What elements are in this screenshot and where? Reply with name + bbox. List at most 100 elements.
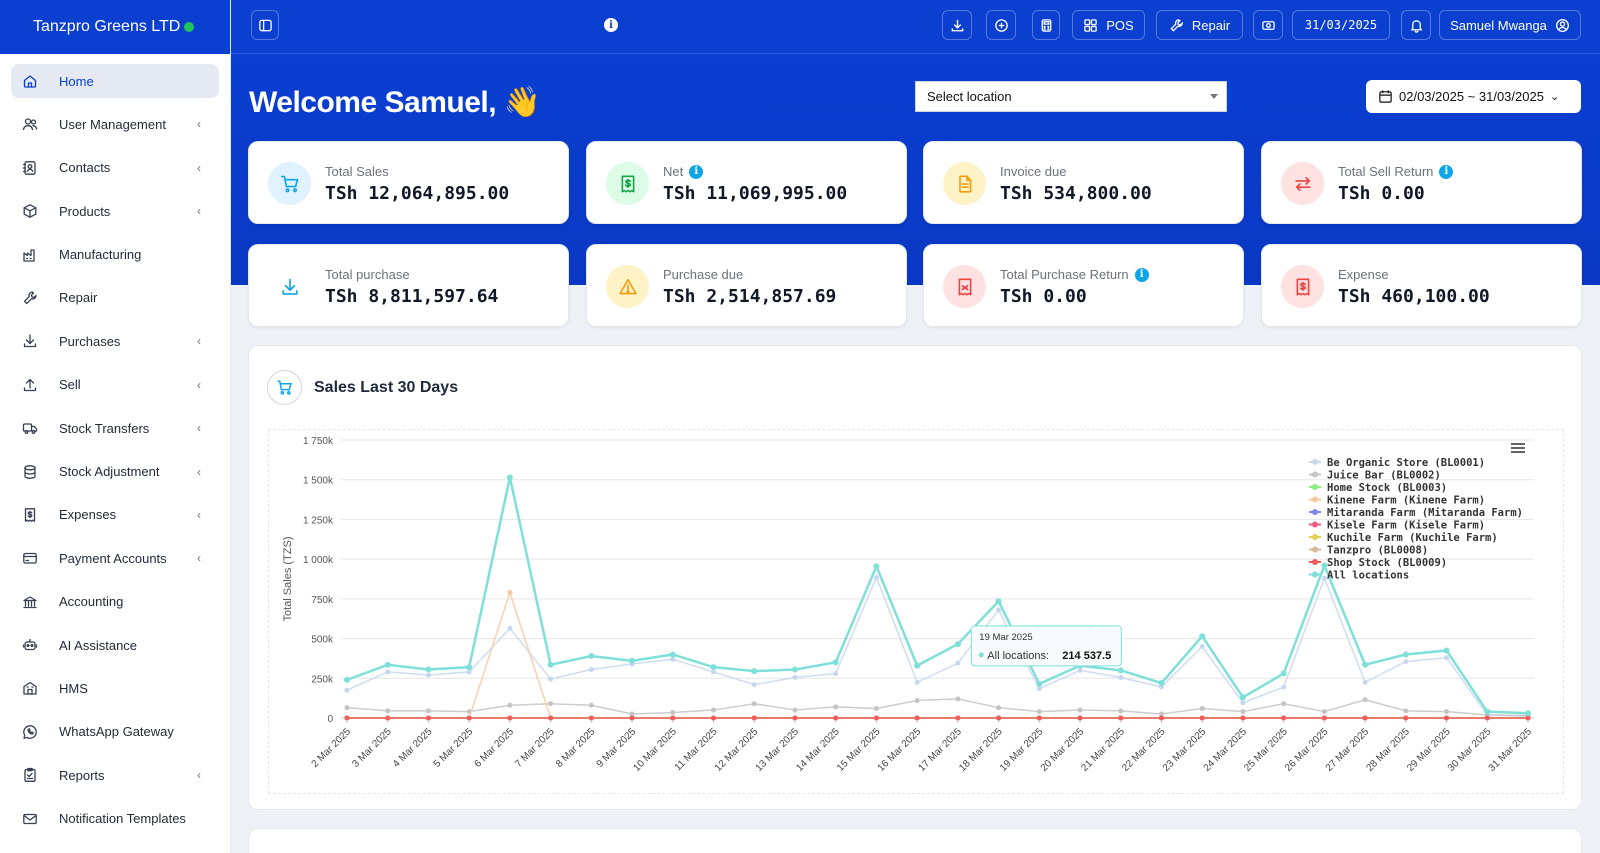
cash-register-button[interactable]	[1253, 10, 1283, 40]
add-button[interactable]	[986, 10, 1016, 40]
download-button[interactable]	[942, 10, 972, 40]
data-point	[548, 715, 554, 721]
bell-icon	[1410, 19, 1422, 33]
stat-card-total-purchase-return: Total Purchase Return i TSh 0.00	[923, 244, 1244, 327]
data-point	[1118, 715, 1124, 721]
legend-marker	[1312, 559, 1318, 565]
date-display[interactable]: 31/03/2025	[1292, 10, 1390, 40]
repair-button[interactable]: Repair	[1156, 10, 1243, 40]
money-receipt-icon	[1281, 265, 1324, 308]
stat-value: TSh 2,514,857.69	[663, 286, 837, 307]
sidebar-item-contacts[interactable]: Contacts ‹	[11, 151, 219, 185]
data-point	[1525, 710, 1531, 717]
data-point	[384, 661, 391, 668]
stat-label-row: Total Purchase Return i	[1000, 267, 1149, 282]
dropdown-arrow-icon	[1210, 94, 1218, 99]
sidebar-item-home[interactable]: Home	[11, 64, 219, 98]
sidebar-item-notification-templates[interactable]: Notification Templates	[11, 802, 219, 836]
legend-entry: Kuchile Farm (Kuchile Farm)	[1327, 532, 1498, 544]
legend-entry: Juice Bar (BL0002)	[1327, 470, 1441, 482]
chevron-left-icon: ‹	[197, 768, 201, 783]
sidebar-item-expenses[interactable]: Expenses ‹	[11, 498, 219, 532]
stat-value: TSh 8,811,597.64	[325, 286, 499, 307]
sidebar-toggle-button[interactable]	[251, 10, 279, 40]
stat-label: Purchase due	[663, 267, 744, 282]
data-point	[751, 682, 757, 688]
stat-value: TSh 0.00	[1000, 286, 1087, 307]
sidebar-item-repair[interactable]: Repair	[11, 281, 219, 315]
pos-button[interactable]: POS	[1072, 10, 1145, 40]
stat-card-expense: Expense TSh 460,100.00	[1261, 244, 1582, 327]
next-section-card	[248, 828, 1582, 853]
brand-header[interactable]: Tanzpro Greens LTD	[0, 0, 230, 54]
data-point	[425, 666, 432, 673]
sidebar-item-manufacturing[interactable]: Manufacturing	[11, 238, 219, 272]
info-icon[interactable]: i	[689, 164, 704, 179]
x-tick-label: 4 Mar 2025	[391, 726, 435, 770]
location-select[interactable]: Select location	[915, 81, 1227, 112]
sidebar-item-stock-adjustment[interactable]: Stock Adjustment ‹	[11, 455, 219, 489]
legend-entry: Be Organic Store (BL0001)	[1327, 457, 1485, 469]
user-menu-button[interactable]: Samuel Mwanga	[1439, 10, 1581, 40]
sidebar-item-hms[interactable]: HMS	[11, 671, 219, 705]
notifications-button[interactable]	[1401, 10, 1431, 40]
data-point	[1117, 667, 1124, 674]
legend-marker	[1312, 459, 1318, 465]
wrench-icon	[1170, 18, 1183, 32]
topbar: i POS Repair 31/03/2025 Samuel Mwanga	[231, 0, 1600, 54]
x-tick-label: 7 Mar 2025	[513, 726, 557, 770]
upload-icon	[21, 376, 39, 394]
sidebar-item-payment-accounts[interactable]: Payment Accounts ‹	[11, 541, 219, 575]
x-tick-label: 2 Mar 2025	[310, 726, 354, 770]
sidebar-item-purchases[interactable]: Purchases ‹	[11, 324, 219, 358]
sidebar-item-accounting[interactable]: Accounting	[11, 585, 219, 619]
info-icon[interactable]: i	[1439, 164, 1454, 179]
welcome-heading: Welcome Samuel, 👋	[249, 86, 541, 119]
stat-label: Total Sell Return	[1338, 164, 1434, 179]
chevron-down-icon: ⌄	[1549, 91, 1560, 103]
user-circle-icon	[1555, 18, 1569, 32]
info-icon[interactable]: i	[604, 18, 618, 32]
data-point	[751, 715, 757, 721]
data-point	[1362, 697, 1368, 703]
chevron-left-icon: ‹	[197, 507, 201, 522]
data-point	[1321, 709, 1327, 715]
date-range-picker[interactable]: 02/03/2025 ~ 31/03/2025 ⌄	[1366, 80, 1581, 113]
sidebar-item-user-management[interactable]: User Management ‹	[11, 107, 219, 141]
stat-value: TSh 0.00	[1338, 183, 1425, 204]
brand-name: Tanzpro Greens LTD	[33, 18, 181, 35]
data-point	[833, 704, 839, 710]
tooltip-box	[970, 625, 1122, 667]
sidebar-item-reports[interactable]: Reports ‹	[11, 758, 219, 792]
sidebar-item-whatsapp-gateway[interactable]: WhatsApp Gateway	[11, 715, 219, 749]
data-point	[466, 669, 472, 675]
x-tick-label: 10 Mar 2025	[631, 726, 679, 774]
legend-marker	[1312, 484, 1318, 490]
location-select-value: Select location	[927, 89, 1012, 104]
sidebar-item-products[interactable]: Products ‹	[11, 194, 219, 228]
stat-label-row: Net i	[663, 164, 704, 179]
y-tick-label: 250k	[311, 674, 334, 685]
sidebar-item-ai-assistance[interactable]: AI Assistance	[11, 628, 219, 662]
stat-card-total-purchase: Total purchase TSh 8,811,597.64	[248, 244, 569, 327]
chart-menu-icon[interactable]	[1511, 443, 1525, 453]
data-point	[344, 705, 350, 711]
data-point	[1036, 686, 1042, 692]
x-tick-label: 5 Mar 2025	[432, 726, 476, 770]
calculator-button[interactable]	[1032, 10, 1060, 40]
legend-entry: All locations	[1327, 570, 1409, 582]
sidebar-item-sell[interactable]: Sell ‹	[11, 368, 219, 402]
data-point	[548, 676, 554, 682]
data-point	[914, 698, 920, 704]
data-point	[711, 669, 717, 675]
data-point	[588, 702, 594, 708]
data-point	[1321, 575, 1327, 581]
download-icon	[268, 265, 311, 308]
data-point	[385, 715, 391, 721]
exchange-icon	[1281, 162, 1324, 205]
stat-value: TSh 534,800.00	[1000, 183, 1152, 204]
sidebar-item-stock-transfers[interactable]: Stock Transfers ‹	[11, 411, 219, 445]
data-point	[466, 715, 472, 721]
info-icon[interactable]: i	[1134, 267, 1149, 282]
data-point	[833, 715, 839, 721]
